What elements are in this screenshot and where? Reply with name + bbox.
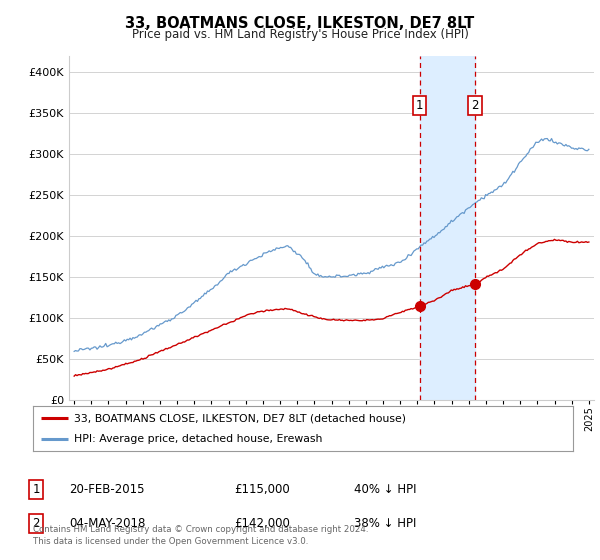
Text: HPI: Average price, detached house, Erewash: HPI: Average price, detached house, Erew… [74,433,322,444]
Text: Contains HM Land Registry data © Crown copyright and database right 2024.
This d: Contains HM Land Registry data © Crown c… [33,525,368,546]
Text: 2: 2 [32,517,40,530]
Bar [419,56,475,400]
Text: 1: 1 [416,99,423,111]
Text: 04-MAY-2018: 04-MAY-2018 [69,517,145,530]
Text: 33, BOATMANS CLOSE, ILKESTON, DE7 8LT (detached house): 33, BOATMANS CLOSE, ILKESTON, DE7 8LT (d… [74,413,406,423]
Text: 1: 1 [32,483,40,496]
Text: Price paid vs. HM Land Registry's House Price Index (HPI): Price paid vs. HM Land Registry's House … [131,28,469,41]
Text: 33, BOATMANS CLOSE, ILKESTON, DE7 8LT: 33, BOATMANS CLOSE, ILKESTON, DE7 8LT [125,16,475,31]
Text: 2: 2 [472,99,479,111]
Text: 20-FEB-2015: 20-FEB-2015 [69,483,145,496]
Text: 40% ↓ HPI: 40% ↓ HPI [354,483,416,496]
Text: 38% ↓ HPI: 38% ↓ HPI [354,517,416,530]
Text: £115,000: £115,000 [234,483,290,496]
Text: £142,000: £142,000 [234,517,290,530]
